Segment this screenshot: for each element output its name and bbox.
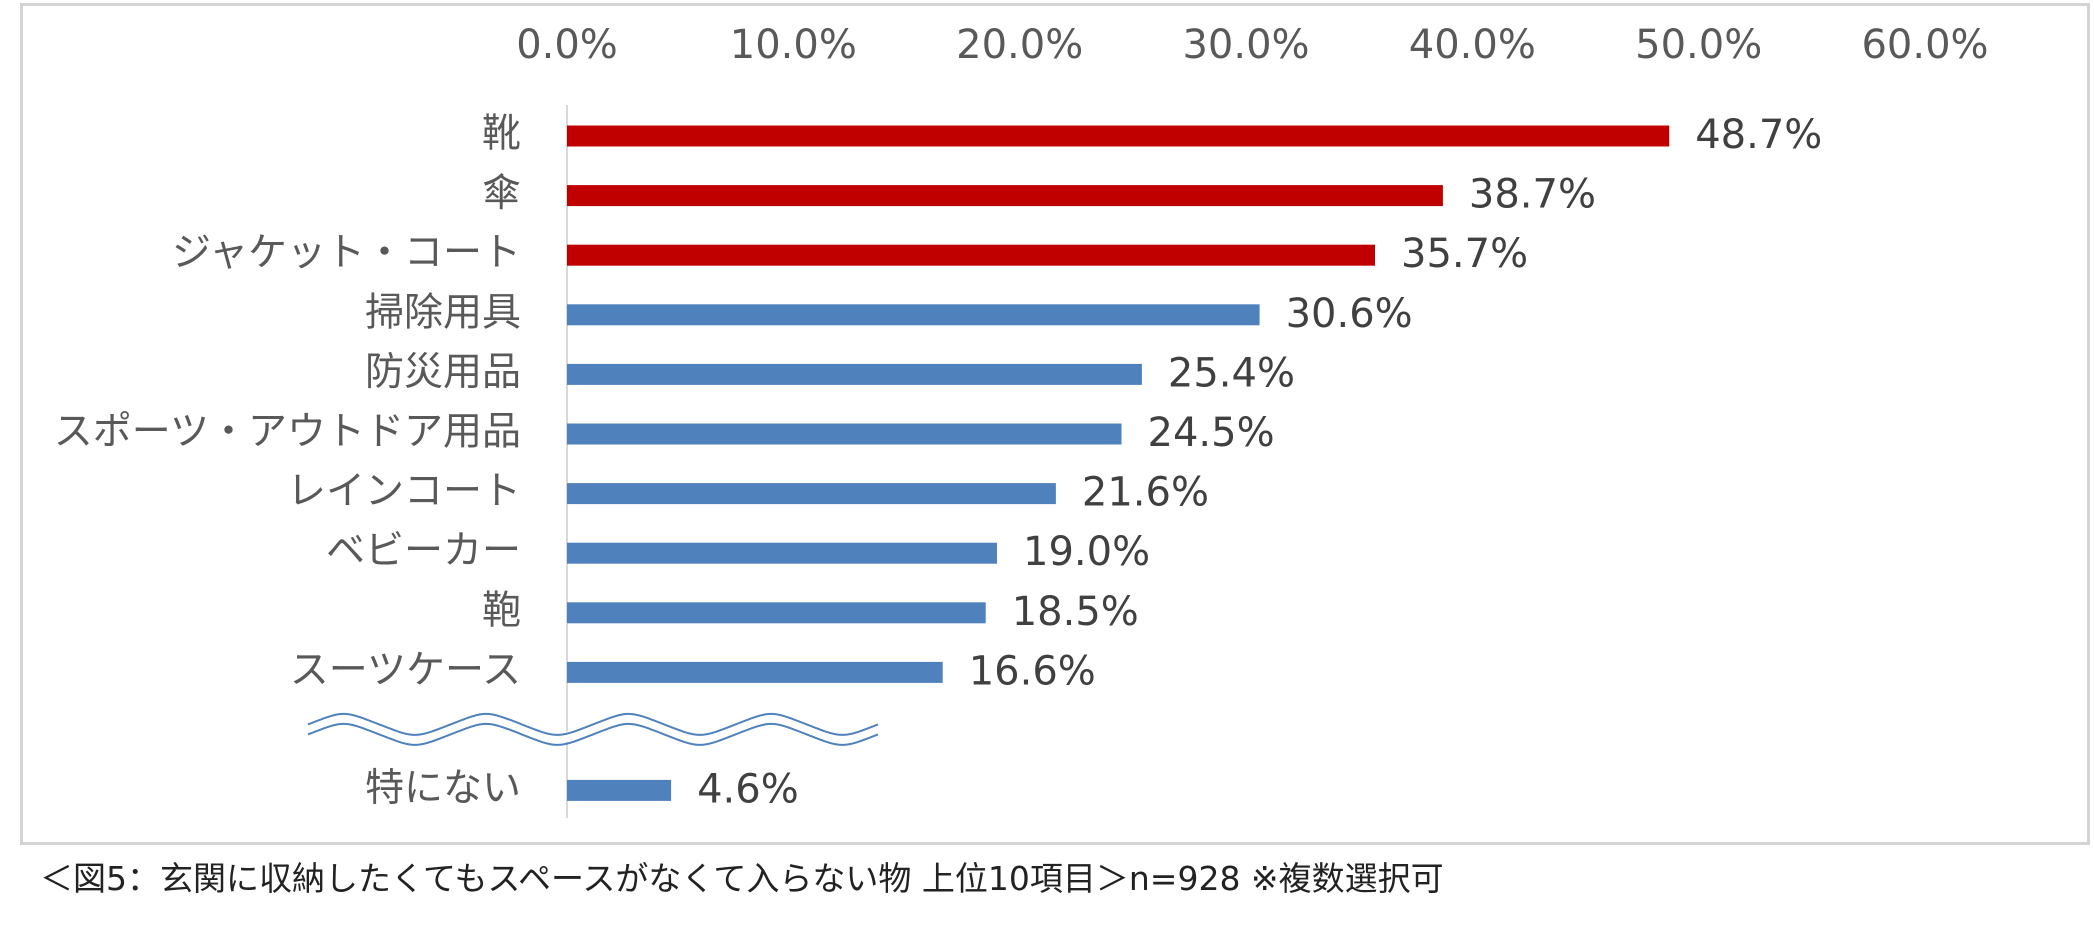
x-axis-ticks: 0.0% 10.0% 20.0% 30.0% 40.0% 50.0% 60.0% [516, 22, 1988, 68]
category-label: スポーツ・アウトドア用品 [54, 410, 521, 455]
data-label: 35.7% [1401, 231, 1528, 277]
category-label: 靴 [482, 112, 521, 157]
bar [567, 483, 1056, 505]
data-label: 38.7% [1469, 172, 1596, 218]
category-label: スーツケース [290, 648, 521, 693]
bar [567, 661, 943, 683]
bar [567, 125, 1670, 147]
chart-caption: ＜図5：玄関に収納したくてもスペースがなくて入らない物 上位10項目＞n=928… [40, 859, 1444, 898]
x-tick-label: 0.0% [516, 22, 618, 68]
bar [567, 542, 998, 564]
x-tick-label: 20.0% [956, 22, 1083, 68]
bar-chart: 0.0% 10.0% 20.0% 30.0% 40.0% 50.0% 60.0% 靴傘ジャケ… [54, 22, 1989, 818]
bar [567, 779, 672, 801]
category-label: 掃除用具 [365, 290, 521, 335]
x-tick-label: 50.0% [1635, 22, 1762, 68]
x-tick-label: 60.0% [1861, 22, 1988, 68]
bar [567, 363, 1142, 385]
data-label: 18.5% [1012, 589, 1139, 635]
data-label: 25.4% [1168, 350, 1295, 396]
category-label: 鞄 [482, 588, 521, 633]
category-label: ベビーカー [326, 529, 521, 574]
data-label: 48.7% [1695, 112, 1822, 158]
bar [567, 602, 986, 624]
x-tick-label: 30.0% [1182, 22, 1309, 68]
category-label: 傘 [482, 171, 521, 216]
data-label: 21.6% [1082, 470, 1209, 516]
category-labels: 靴傘ジャケット・コート掃除用具防災用品スポーツ・アウトドア用品レインコートベビー… [54, 112, 521, 811]
category-label: 防災用品 [365, 350, 521, 395]
x-tick-label: 10.0% [730, 22, 857, 68]
bars [567, 125, 1670, 801]
break-mark-line-top [307, 713, 879, 736]
bar [567, 304, 1260, 326]
data-labels: 48.7% 38.7% 35.7% 30.6% 25.4% 24.5% 21.6% 19.0%… [697, 112, 1822, 812]
category-label: ジャケット・コート [172, 231, 521, 276]
category-label: 特にない [365, 766, 521, 811]
bar [567, 423, 1122, 445]
category-label: レインコート [287, 469, 521, 514]
x-tick-label: 40.0% [1409, 22, 1536, 68]
break-mark-line-bottom [307, 723, 879, 746]
data-label: 19.0% [1023, 529, 1150, 575]
data-label: 16.6% [969, 648, 1096, 694]
bar [567, 185, 1443, 207]
break-mark-fill [306, 712, 880, 743]
data-label: 24.5% [1148, 410, 1275, 456]
data-label: 4.6% [697, 766, 799, 812]
axis-break-mark [306, 712, 880, 746]
bar [567, 244, 1376, 266]
data-label: 30.6% [1286, 291, 1413, 337]
